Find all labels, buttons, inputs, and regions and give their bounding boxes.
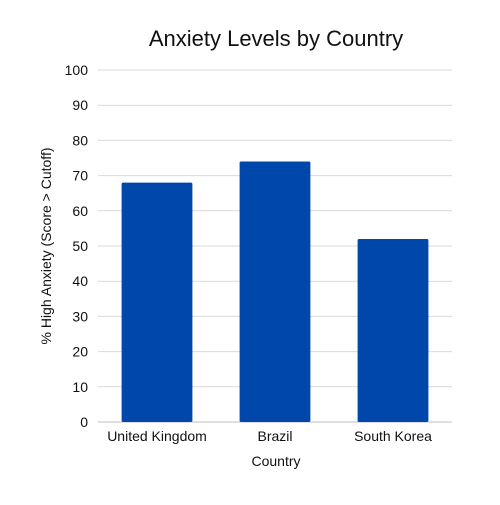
y-tick-label: 80	[72, 132, 88, 148]
y-tick-label: 0	[80, 414, 88, 430]
chart-title: Anxiety Levels by Country	[149, 26, 403, 51]
y-axis-ticks: 0 10 20 30 40 50 60 70 80 90 100	[65, 62, 89, 430]
y-tick-label: 70	[72, 168, 88, 184]
y-tick-label: 10	[72, 379, 88, 395]
y-tick-label: 90	[72, 97, 88, 113]
y-tick-label: 50	[72, 238, 88, 254]
x-tick-label: United Kingdom	[107, 428, 207, 444]
bar	[357, 238, 429, 422]
bars	[121, 161, 429, 422]
x-tick-label: Brazil	[257, 428, 292, 444]
x-axis-ticks: United Kingdom Brazil South Korea	[107, 428, 432, 444]
y-tick-label: 20	[72, 344, 88, 360]
x-axis-title: Country	[251, 453, 300, 469]
y-axis-title: % High Anxiety (Score > Cutoff)	[38, 148, 54, 345]
y-tick-label: 100	[65, 62, 89, 78]
x-tick-label: South Korea	[354, 428, 432, 444]
bar	[121, 182, 193, 422]
y-tick-label: 40	[72, 273, 88, 289]
y-tick-label: 60	[72, 203, 88, 219]
y-tick-label: 30	[72, 308, 88, 324]
bar	[239, 161, 311, 422]
